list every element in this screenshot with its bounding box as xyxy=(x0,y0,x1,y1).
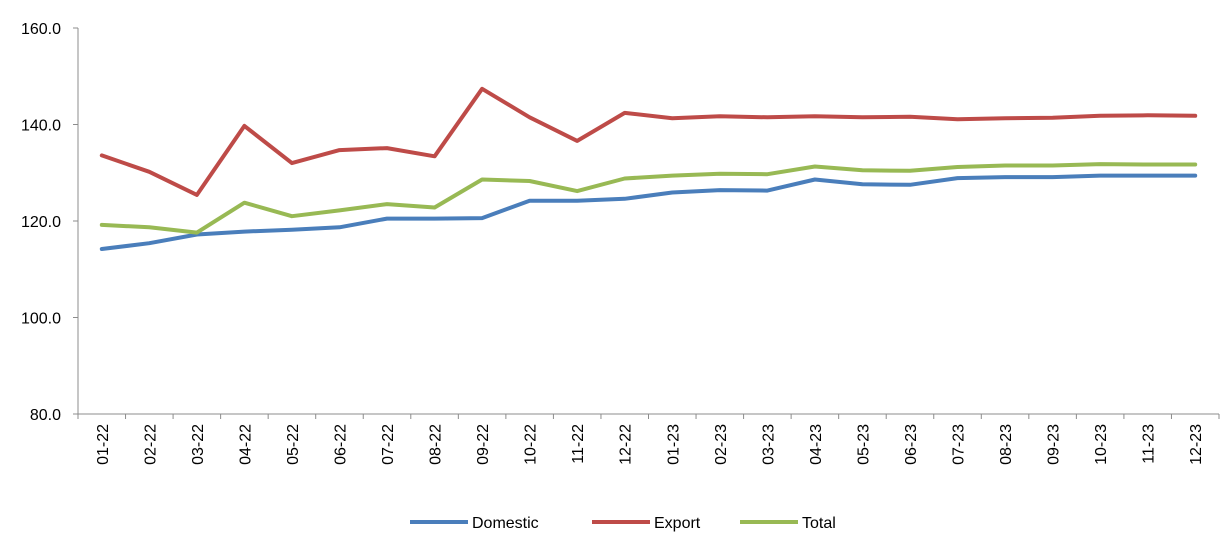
x-tick-label: 07-22 xyxy=(380,424,397,465)
x-tick-label: 01-22 xyxy=(95,424,112,465)
x-tick-label: 05-23 xyxy=(855,424,872,465)
x-tick-label: 11-23 xyxy=(1141,424,1158,464)
x-tick-label: 09-22 xyxy=(475,424,492,465)
x-tick-label: 03-22 xyxy=(190,424,207,465)
series-line-total xyxy=(99,162,1198,235)
x-tick-label: 11-22 xyxy=(570,424,587,464)
x-tick-label: 04-22 xyxy=(237,424,254,465)
y-tick-label: 80.0 xyxy=(30,407,61,424)
x-tick-label: 05-22 xyxy=(285,424,302,465)
y-tick-label: 160.0 xyxy=(21,21,61,38)
y-axis: 80.0 100.0 120.0 140.0 160.0 xyxy=(21,21,79,424)
series-line-domestic xyxy=(99,173,1198,251)
x-tick-label: 04-23 xyxy=(808,424,825,465)
y-tick-label: 100.0 xyxy=(21,311,61,328)
x-tick-label: 10-22 xyxy=(523,424,540,465)
x-tick-label: 02-23 xyxy=(713,424,730,465)
x-tick-label: 03-23 xyxy=(760,424,777,465)
x-tick-label: 08-22 xyxy=(428,424,445,465)
series-layer xyxy=(99,86,1198,251)
x-tick-label: 12-22 xyxy=(618,424,635,465)
legend-label-domestic: Domestic xyxy=(472,515,539,532)
series-line-export xyxy=(99,86,1198,197)
x-tick-label: 12-23 xyxy=(1188,424,1205,465)
x-tick-label: 10-23 xyxy=(1093,424,1110,465)
x-tick-label: 02-22 xyxy=(142,424,159,465)
legend: Domestic Export Total xyxy=(410,515,836,532)
x-tick-label: 06-23 xyxy=(903,424,920,465)
x-tick-label: 09-23 xyxy=(1046,424,1063,465)
y-tick-label: 120.0 xyxy=(21,214,61,231)
x-tick-label: 06-22 xyxy=(332,424,349,465)
legend-label-total: Total xyxy=(802,515,836,532)
x-tick-label: 07-23 xyxy=(951,424,968,465)
legend-label-export: Export xyxy=(654,515,701,532)
x-tick-label: 01-23 xyxy=(665,424,682,465)
x-axis: 01-22 02-22 03-22 04-22 05-22 06-22 07-22 08-22… xyxy=(77,413,1220,465)
x-tick-label: 08-23 xyxy=(998,424,1015,465)
y-tick-label: 140.0 xyxy=(21,118,61,135)
